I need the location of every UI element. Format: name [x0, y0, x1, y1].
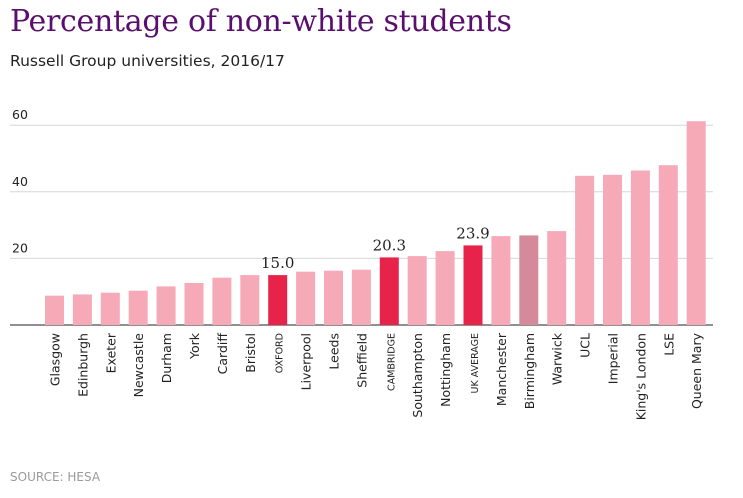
bar-birmingham: [519, 235, 539, 325]
bar-manchester: [491, 236, 511, 325]
x-tick-label: Exeter: [103, 332, 118, 373]
y-tick-label: 20: [12, 240, 28, 255]
x-tick-label: Liverpool: [299, 333, 314, 390]
bar-imperial: [603, 174, 622, 325]
bar-durham: [156, 286, 176, 325]
x-tick-label: Birmingham: [522, 333, 537, 409]
bar-queen-mary: [686, 121, 706, 325]
x-tick-label: Edinburgh: [75, 333, 90, 397]
x-tick-label: York: [187, 332, 202, 360]
y-tick-label: 60: [12, 107, 28, 122]
bars-layer: [45, 121, 706, 325]
x-tick-label: Glasgow: [48, 333, 63, 386]
chart-title: Percentage of non-white students: [10, 4, 512, 39]
x-tick-label: Sheffield: [354, 333, 369, 388]
x-tick-label: Leeds: [327, 333, 342, 370]
category-labels: Glasgow Edinburgh Exeter Newcastle Durham Yor…: [48, 332, 705, 420]
x-tick-label: Newcastle: [131, 333, 146, 398]
bar-ucl: [575, 175, 595, 325]
bar-lse: [658, 165, 678, 325]
x-tick-label: Southampton: [410, 333, 425, 418]
bar-liverpool: [296, 271, 316, 325]
chart-subtitle: Russell Group universities, 2016/17: [10, 52, 285, 70]
source-note: SOURCE: HESA: [10, 470, 101, 484]
bar-king-s-london: [630, 170, 650, 325]
data-label: 20.3: [373, 236, 406, 254]
bar-sheffield: [351, 269, 371, 325]
x-tick-label: Queen Mary: [689, 332, 704, 409]
x-tick-label: Warwick: [550, 332, 565, 385]
bar-southampton: [407, 256, 427, 325]
x-tick-label: CAMBRIDGE: [386, 333, 397, 391]
bar-exeter: [100, 292, 120, 325]
x-tick-label: Cardiff: [215, 333, 230, 375]
x-tick-label: King's London: [633, 333, 648, 420]
x-tick-label: Nottingham: [438, 333, 453, 407]
bar-uk-average: [463, 245, 483, 325]
data-label: 15.0: [261, 254, 294, 272]
y-tick-label: 40: [12, 174, 28, 189]
x-tick-label: LSE: [661, 333, 676, 356]
x-tick-label: Manchester: [494, 332, 509, 406]
bar-leeds: [324, 270, 343, 325]
data-label: 23.9: [456, 224, 489, 242]
bar-newcastle: [128, 290, 148, 325]
x-tick-label: OXFORD: [275, 333, 286, 373]
x-tick-label: Durham: [159, 333, 174, 383]
x-tick-label: UK AVERAGE: [470, 333, 481, 394]
x-tick-label: UCL: [578, 333, 593, 358]
bar-cardiff: [212, 277, 232, 325]
bar-nottingham: [435, 251, 455, 325]
bar-york: [184, 283, 204, 325]
bar-warwick: [547, 231, 567, 325]
bar-bristol: [240, 275, 260, 325]
data-labels: 15.0 20.3 23.9: [261, 224, 490, 272]
bar-oxford: [268, 275, 288, 325]
x-tick-label: Bristol: [243, 333, 258, 373]
bar-cambridge: [379, 257, 399, 325]
x-tick-label: Imperial: [606, 333, 621, 384]
bar-glasgow: [45, 295, 64, 325]
bar-edinburgh: [72, 294, 92, 325]
